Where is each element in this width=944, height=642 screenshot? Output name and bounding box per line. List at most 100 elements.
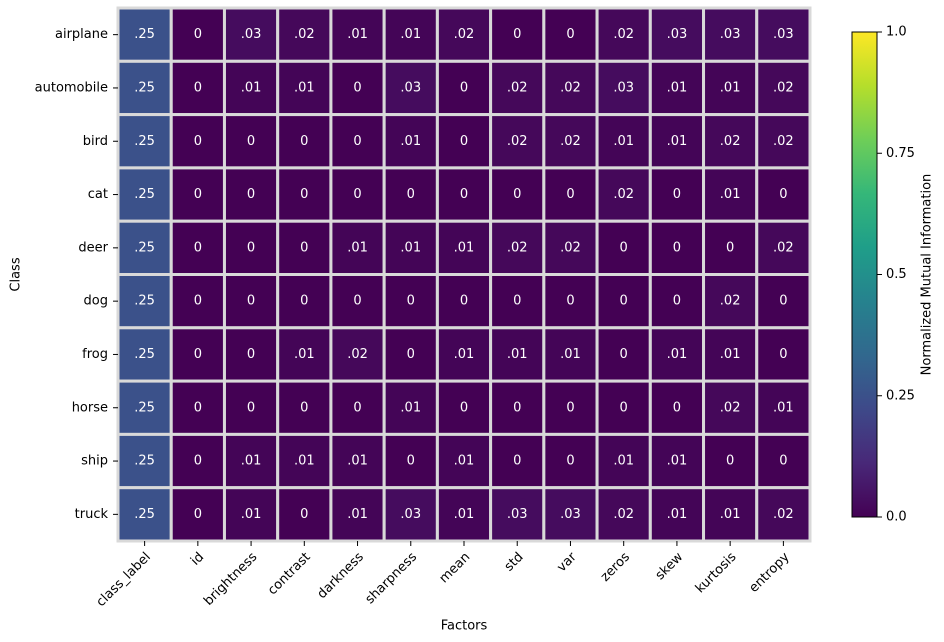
cell-value-label: 0 bbox=[779, 294, 787, 309]
cell-value-label: .02 bbox=[454, 27, 475, 42]
y-tick-label: frog bbox=[82, 347, 108, 362]
x-tick-label: std bbox=[502, 550, 527, 575]
cell-value-label: .01 bbox=[294, 347, 315, 362]
heatmap-cell bbox=[222, 326, 280, 383]
cell-value-label: 0 bbox=[300, 507, 308, 522]
cell-value-label: .01 bbox=[347, 507, 368, 522]
cell-value-label: 0 bbox=[194, 454, 202, 469]
cell-value-label: 0 bbox=[194, 187, 202, 202]
heatmap-cell bbox=[595, 113, 652, 170]
cell-value-label: .02 bbox=[560, 240, 581, 255]
heatmap-cell bbox=[648, 432, 706, 490]
x-tick-label: var bbox=[554, 549, 580, 575]
heatmap-cell bbox=[169, 219, 226, 276]
cell-value-label: .01 bbox=[294, 454, 315, 469]
x-tick-label: entropy bbox=[747, 549, 793, 595]
cell-value-label: .02 bbox=[773, 134, 794, 149]
cell-value-label: .25 bbox=[134, 187, 155, 202]
cell-value-label: 0 bbox=[460, 134, 468, 149]
x-tick-label: class_label bbox=[94, 550, 154, 610]
cell-value-label: .02 bbox=[720, 400, 741, 415]
cell-value-label: .02 bbox=[294, 27, 315, 42]
cell-value-label: .03 bbox=[773, 27, 794, 42]
cell-value-label: 0 bbox=[620, 347, 628, 362]
cell-value-label: 0 bbox=[194, 400, 202, 415]
cell-value-label: .02 bbox=[507, 80, 528, 95]
cell-value-label: 0 bbox=[620, 294, 628, 309]
cell-value-label: .01 bbox=[667, 507, 688, 522]
cell-value-label: 0 bbox=[673, 400, 681, 415]
cell-value-label: 0 bbox=[513, 187, 521, 202]
cell-value-label: .25 bbox=[134, 400, 155, 415]
cell-value-label: 0 bbox=[194, 80, 202, 95]
cell-value-label: .25 bbox=[134, 507, 155, 522]
cell-value-label: .01 bbox=[454, 240, 475, 255]
cell-value-label: 0 bbox=[779, 187, 787, 202]
cell-value-label: .02 bbox=[773, 507, 794, 522]
cell-value-label: .25 bbox=[134, 80, 155, 95]
heatmap-cell bbox=[648, 486, 706, 543]
colorbar-tick-label: 0.75 bbox=[886, 146, 915, 161]
cell-value-label: 0 bbox=[194, 347, 202, 362]
cell-value-label: .01 bbox=[773, 400, 794, 415]
cell-value-label: 0 bbox=[194, 240, 202, 255]
heatmap-cell bbox=[755, 273, 812, 330]
cell-value-label: 0 bbox=[194, 134, 202, 149]
heatmap-cell bbox=[276, 59, 333, 117]
heatmap-cell bbox=[435, 273, 493, 330]
x-tick-label: contrast bbox=[265, 550, 314, 599]
cell-value-label: 0 bbox=[300, 294, 308, 309]
cell-value-label: 0 bbox=[566, 454, 574, 469]
cell-value-label: 0 bbox=[513, 27, 521, 42]
heatmap-cell bbox=[382, 379, 439, 436]
cell-value-label: .01 bbox=[667, 454, 688, 469]
cell-value-label: 0 bbox=[407, 347, 415, 362]
cell-value-label: .02 bbox=[347, 347, 368, 362]
cell-value-label: .01 bbox=[720, 507, 741, 522]
cell-value-label: .03 bbox=[613, 80, 634, 95]
cell-value-label: .01 bbox=[720, 347, 741, 362]
heatmap-cell bbox=[222, 219, 280, 276]
cell-value-label: .02 bbox=[613, 187, 634, 202]
heatmap-cell bbox=[542, 219, 599, 276]
y-tick-label: ship bbox=[81, 454, 108, 469]
heatmap-cell bbox=[116, 326, 173, 383]
cell-value-label: .01 bbox=[400, 240, 421, 255]
heatmap-cell bbox=[329, 379, 386, 436]
x-tick-label: skew bbox=[653, 549, 687, 583]
cell-value-label: .01 bbox=[560, 347, 581, 362]
cell-value-label: .01 bbox=[613, 454, 634, 469]
x-tick-label: zeros bbox=[598, 550, 633, 585]
cell-value-label: .25 bbox=[134, 27, 155, 42]
heatmap-cell bbox=[595, 59, 652, 117]
heatmap-cell bbox=[648, 166, 706, 223]
cell-value-label: 0 bbox=[247, 347, 255, 362]
cell-value-label: .01 bbox=[400, 400, 421, 415]
cell-value-label: 0 bbox=[300, 240, 308, 255]
heatmap-cell bbox=[435, 219, 493, 276]
cell-value-label: .25 bbox=[134, 454, 155, 469]
cell-value-label: .02 bbox=[560, 80, 581, 95]
cell-value-label: 0 bbox=[300, 134, 308, 149]
heatmap-cell bbox=[382, 59, 439, 117]
cell-value-label: 0 bbox=[194, 27, 202, 42]
cell-value-label: 0 bbox=[779, 454, 787, 469]
cell-value-label: .02 bbox=[720, 294, 741, 309]
cell-value-label: .03 bbox=[667, 27, 688, 42]
cell-value-label: 0 bbox=[566, 294, 574, 309]
cell-value-label: .01 bbox=[720, 80, 741, 95]
cell-value-label: 0 bbox=[407, 454, 415, 469]
heatmap-cell bbox=[435, 59, 493, 117]
cell-value-label: .01 bbox=[667, 80, 688, 95]
heatmap-cell bbox=[276, 326, 333, 383]
cell-value-label: .03 bbox=[241, 27, 262, 42]
heatmap-cell bbox=[329, 113, 386, 170]
cell-value-label: 0 bbox=[673, 240, 681, 255]
cell-value-label: .03 bbox=[400, 80, 421, 95]
y-tick-label: airplane bbox=[55, 27, 108, 42]
cell-value-label: 0 bbox=[353, 294, 361, 309]
heatmap-cell bbox=[542, 166, 599, 223]
x-tick-label: kurtosis bbox=[693, 550, 740, 597]
x-tick-label: id bbox=[188, 550, 207, 569]
heatmap-cell bbox=[542, 486, 599, 543]
